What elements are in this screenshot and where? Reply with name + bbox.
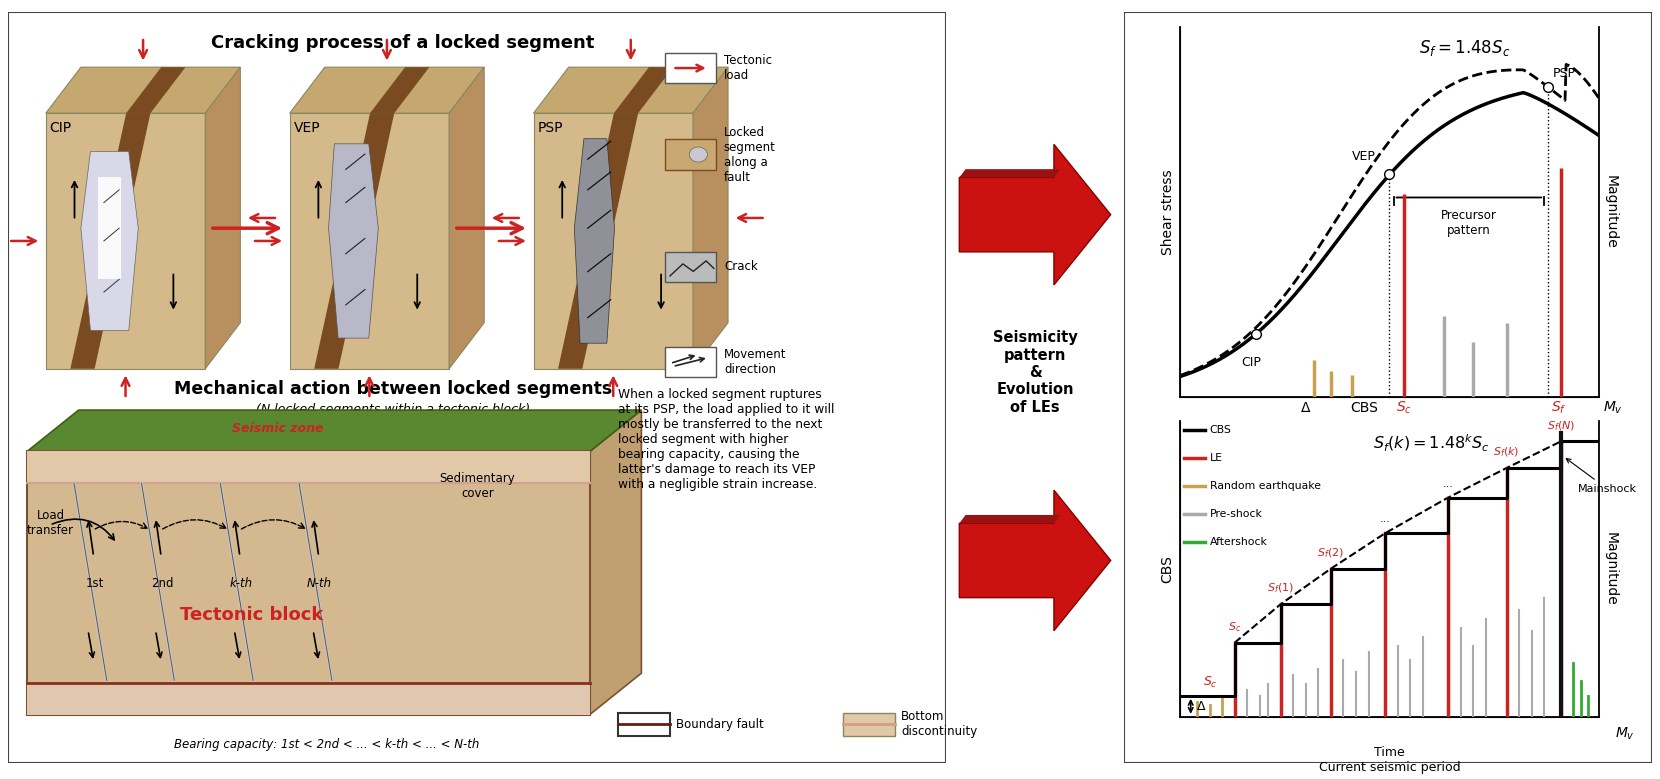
Polygon shape xyxy=(558,113,637,368)
Text: $\Delta$: $\Delta$ xyxy=(1300,401,1311,415)
Text: $M_v$: $M_v$ xyxy=(1604,400,1622,417)
Polygon shape xyxy=(959,515,1061,523)
Text: $S_c$: $S_c$ xyxy=(1228,620,1242,634)
Text: $S_c$: $S_c$ xyxy=(1204,675,1218,690)
Text: 2nd: 2nd xyxy=(151,576,173,590)
Text: CIP: CIP xyxy=(1242,356,1262,369)
Bar xyxy=(618,713,669,735)
Text: Seismicity
pattern
&
Evolution
of LEs: Seismicity pattern & Evolution of LEs xyxy=(993,330,1077,415)
Text: LE: LE xyxy=(1210,453,1222,463)
Text: CBS: CBS xyxy=(1350,401,1378,415)
Polygon shape xyxy=(206,67,241,368)
Text: Tectonic
load: Tectonic load xyxy=(724,54,772,82)
Text: CBS: CBS xyxy=(1210,425,1232,435)
Text: Movement
direction: Movement direction xyxy=(724,348,787,376)
Polygon shape xyxy=(589,410,641,714)
Text: Tectonic block: Tectonic block xyxy=(181,605,324,623)
Text: CIP: CIP xyxy=(50,121,71,135)
Text: (N locked segments within a tectonic block): (N locked segments within a tectonic blo… xyxy=(256,403,530,415)
Bar xyxy=(664,139,717,170)
Polygon shape xyxy=(81,151,138,330)
Text: Bearing capacity: 1st < 2nd < ... < k-th < ... < N-th: Bearing capacity: 1st < 2nd < ... < k-th… xyxy=(174,738,480,751)
Polygon shape xyxy=(70,113,151,368)
Y-axis label: Magnitude: Magnitude xyxy=(1604,175,1618,249)
Polygon shape xyxy=(290,113,450,368)
Text: PSP: PSP xyxy=(1552,67,1575,79)
Text: Cracking process of a locked segment: Cracking process of a locked segment xyxy=(211,34,594,52)
Polygon shape xyxy=(27,452,589,714)
Polygon shape xyxy=(27,452,589,483)
Bar xyxy=(664,53,717,83)
Polygon shape xyxy=(27,683,589,714)
Polygon shape xyxy=(370,67,430,113)
Polygon shape xyxy=(329,144,378,338)
Polygon shape xyxy=(46,113,206,368)
Text: Load
transfer: Load transfer xyxy=(27,509,75,538)
Text: $S_f(k)$: $S_f(k)$ xyxy=(1494,446,1519,459)
Text: VEP: VEP xyxy=(1353,150,1376,163)
Text: $S_f(2)$: $S_f(2)$ xyxy=(1318,546,1345,560)
Text: $S_f(N)$: $S_f(N)$ xyxy=(1547,419,1575,432)
Polygon shape xyxy=(290,67,485,113)
Text: Boundary fault: Boundary fault xyxy=(676,717,764,731)
Polygon shape xyxy=(959,169,1061,178)
Polygon shape xyxy=(959,490,1111,631)
Polygon shape xyxy=(533,67,729,113)
Text: $S_f(1)$: $S_f(1)$ xyxy=(1267,582,1295,595)
Text: 1st: 1st xyxy=(85,576,105,590)
Polygon shape xyxy=(46,67,241,113)
Polygon shape xyxy=(533,113,692,368)
Text: Mainshock: Mainshock xyxy=(1567,459,1637,494)
Text: Seismic zone: Seismic zone xyxy=(232,422,324,435)
Text: Aftershock: Aftershock xyxy=(1210,537,1268,547)
Text: $S_c$: $S_c$ xyxy=(1396,400,1413,417)
Polygon shape xyxy=(98,177,121,280)
Bar xyxy=(664,252,717,282)
Polygon shape xyxy=(126,67,186,113)
Text: ...: ... xyxy=(1379,514,1391,524)
Polygon shape xyxy=(959,144,1111,285)
Text: Random earthquake: Random earthquake xyxy=(1210,481,1321,491)
Text: Time
Current seismic period: Time Current seismic period xyxy=(1318,746,1461,774)
Text: N-th: N-th xyxy=(307,576,332,590)
Text: $S_f = 1.48S_c$: $S_f = 1.48S_c$ xyxy=(1419,38,1511,58)
Text: k-th: k-th xyxy=(229,576,252,590)
Text: When a locked segment ruptures
at its PSP, the load applied to it will
mostly be: When a locked segment ruptures at its PS… xyxy=(618,388,835,491)
Polygon shape xyxy=(27,410,641,452)
Text: Precursor
pattern: Precursor pattern xyxy=(1441,209,1497,237)
Polygon shape xyxy=(614,67,674,113)
Polygon shape xyxy=(314,113,395,368)
Text: $S_f$: $S_f$ xyxy=(1550,400,1567,417)
Polygon shape xyxy=(692,67,729,368)
Text: Sedimentary
cover: Sedimentary cover xyxy=(440,473,515,500)
Text: Mechanical action between locked segments: Mechanical action between locked segment… xyxy=(174,380,613,398)
Ellipse shape xyxy=(689,147,707,162)
Text: $S_f(k) = 1.48^k S_c$: $S_f(k) = 1.48^k S_c$ xyxy=(1373,432,1489,453)
Y-axis label: CBS: CBS xyxy=(1160,555,1175,583)
Text: PSP: PSP xyxy=(538,121,563,135)
Bar xyxy=(843,713,895,735)
Text: ...: ... xyxy=(1443,479,1454,488)
Text: Pre-shock: Pre-shock xyxy=(1210,509,1262,519)
Text: Locked
segment
along a
fault: Locked segment along a fault xyxy=(724,125,775,184)
Text: Crack: Crack xyxy=(724,260,757,273)
Y-axis label: Magnitude: Magnitude xyxy=(1604,532,1618,605)
Polygon shape xyxy=(574,139,614,344)
Text: $\Delta$: $\Delta$ xyxy=(1197,700,1207,713)
Text: $M_v$: $M_v$ xyxy=(1615,725,1635,742)
Polygon shape xyxy=(450,67,485,368)
Y-axis label: Shear stress: Shear stress xyxy=(1160,170,1175,255)
Text: VEP: VEP xyxy=(294,121,320,135)
Bar xyxy=(664,347,717,377)
Text: Bottom
discontinuity: Bottom discontinuity xyxy=(901,710,978,738)
